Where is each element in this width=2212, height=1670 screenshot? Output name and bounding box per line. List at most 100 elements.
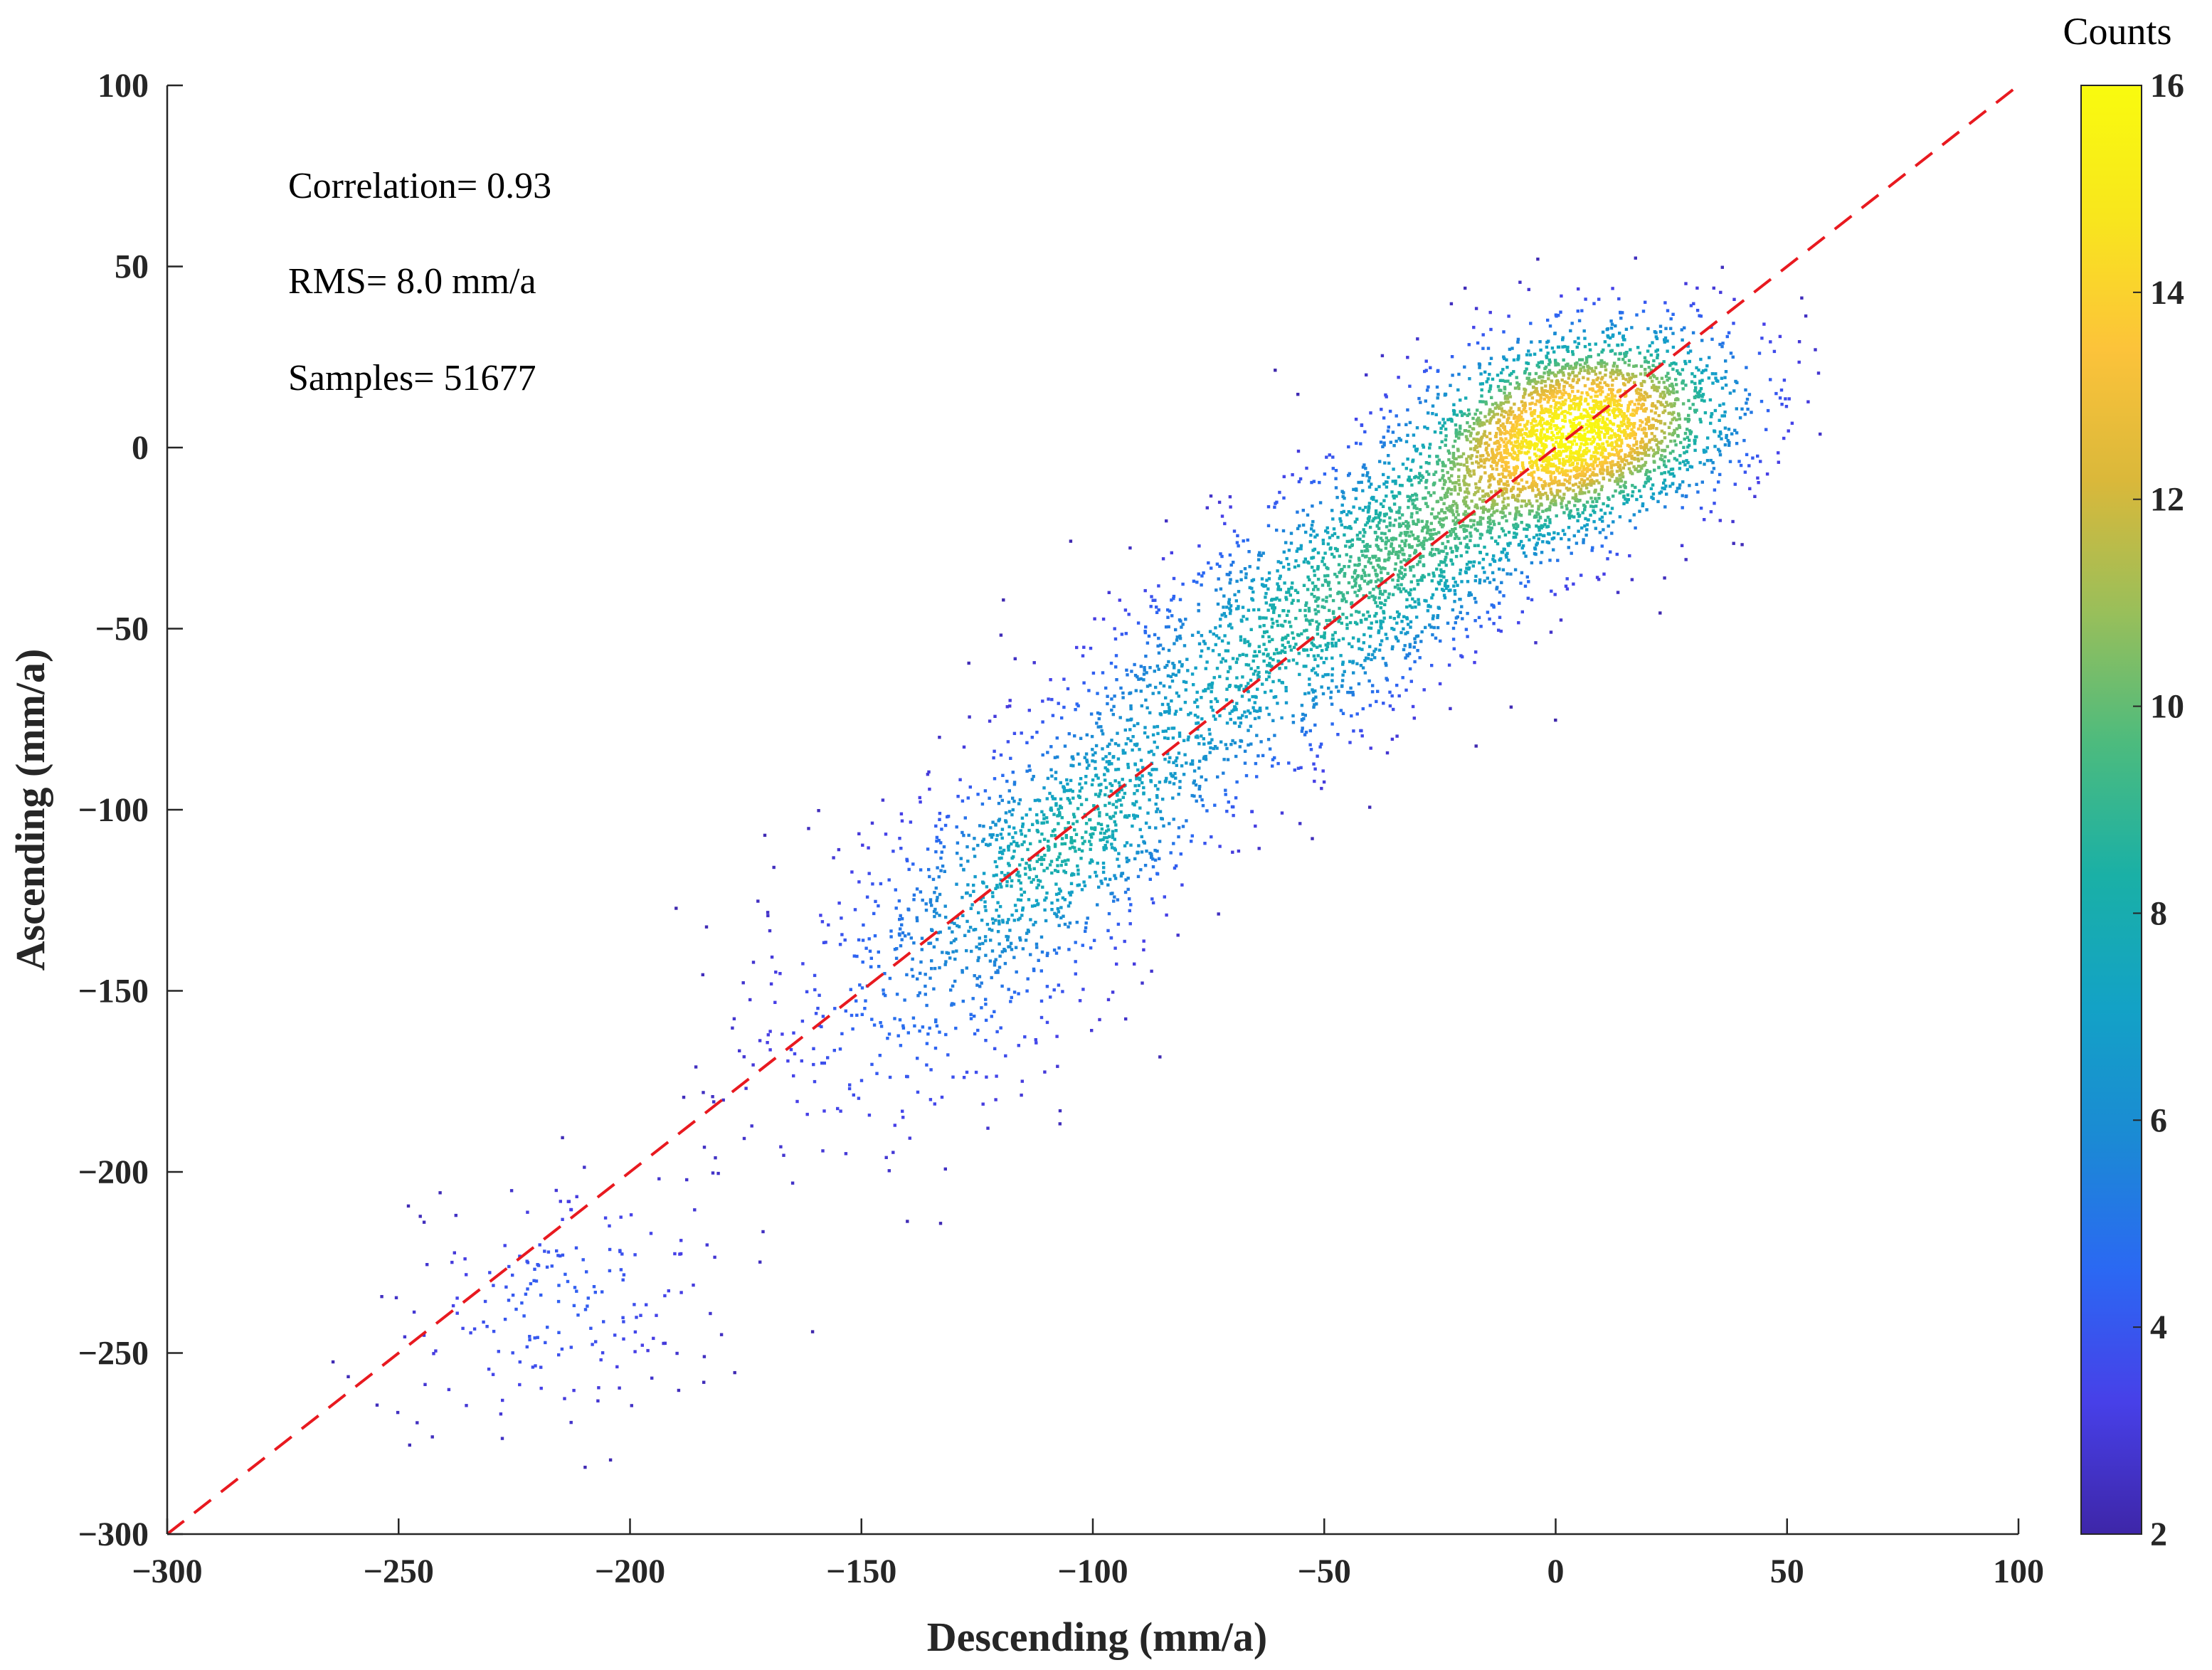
scatter-point	[1668, 485, 1672, 488]
scatter-point	[1416, 544, 1419, 547]
scatter-point	[1693, 442, 1697, 445]
scatter-point	[1174, 673, 1178, 677]
scatter-point	[766, 914, 770, 918]
scatter-point	[1408, 645, 1412, 649]
scatter-point	[1555, 490, 1559, 495]
scatter-point	[1639, 372, 1643, 376]
scatter-point	[1404, 656, 1407, 660]
scatter-point	[1367, 580, 1371, 584]
scatter-point	[1395, 414, 1398, 418]
scatter-point	[1455, 413, 1459, 417]
scatter-point	[1417, 519, 1420, 524]
scatter-point	[840, 916, 843, 920]
scatter-point	[978, 936, 981, 940]
scatter-point	[425, 1263, 429, 1267]
scatter-point	[1174, 759, 1178, 763]
scatter-point	[1431, 617, 1435, 620]
scatter-point	[1521, 544, 1525, 548]
scatter-point	[1350, 544, 1354, 547]
scatter-point	[1002, 948, 1006, 951]
scatter-point	[1454, 481, 1458, 485]
scatter-point	[1232, 529, 1237, 533]
scatter-point	[1654, 386, 1658, 390]
scatter-point	[1266, 505, 1271, 509]
scatter-point	[1526, 361, 1530, 366]
scatter-point	[1076, 704, 1080, 708]
scatter-point	[1713, 502, 1716, 505]
scatter-point	[962, 745, 966, 749]
scatter-point	[1030, 736, 1034, 739]
scatter-point	[1582, 365, 1585, 369]
scatter-point	[1358, 559, 1361, 562]
scatter-point	[1666, 371, 1670, 375]
scatter-point	[980, 1006, 983, 1010]
scatter-point	[1447, 663, 1451, 667]
scatter-point	[1201, 804, 1205, 808]
scatter-point	[1255, 654, 1259, 657]
scatter-point	[1145, 849, 1148, 853]
scatter-point	[1091, 753, 1095, 757]
scatter-point	[1073, 734, 1076, 738]
scatter-point	[857, 1096, 861, 1100]
scatter-point	[1487, 494, 1491, 497]
scatter-point	[1515, 506, 1519, 510]
scatter-point	[1228, 607, 1232, 611]
scatter-point	[1140, 835, 1143, 839]
scatter-point	[763, 833, 767, 837]
scatter-point	[1555, 315, 1558, 318]
scatter-point	[1587, 342, 1592, 347]
scatter-point	[1629, 470, 1632, 474]
scatter-point	[1573, 504, 1577, 507]
scatter-point	[1693, 396, 1697, 399]
scatter-point	[1283, 581, 1286, 585]
scatter-point	[1029, 918, 1032, 921]
scatter-point	[1436, 615, 1439, 620]
scatter-point	[1583, 361, 1587, 365]
scatter-point	[1556, 559, 1560, 562]
scatter-point	[980, 981, 983, 985]
scatter-point	[719, 1333, 724, 1336]
scatter-point	[1124, 632, 1128, 635]
scatter-point	[1360, 734, 1364, 738]
scatter-point	[1237, 724, 1242, 729]
scatter-point	[1235, 579, 1239, 583]
scatter-point	[1128, 778, 1132, 783]
scatter-point	[996, 930, 1000, 934]
scatter-point	[1259, 554, 1263, 557]
scatter-point	[1538, 340, 1542, 344]
scatter-point	[1110, 762, 1113, 766]
scatter-point	[1189, 762, 1192, 766]
scatter-point	[1491, 410, 1495, 413]
scatter-point	[1298, 672, 1301, 677]
scatter-point	[1336, 536, 1340, 539]
scatter-point	[1395, 510, 1399, 514]
scatter-point	[1451, 608, 1455, 612]
scatter-point	[1678, 461, 1682, 465]
scatter-point	[1280, 649, 1284, 652]
scatter-point	[1286, 640, 1290, 644]
scatter-point	[1102, 846, 1106, 850]
scatter-point	[1547, 377, 1550, 381]
scatter-point	[1012, 799, 1016, 803]
scatter-point	[1644, 368, 1647, 371]
scatter-point	[1408, 604, 1412, 608]
scatter-point	[1227, 598, 1232, 601]
scatter-point	[1769, 340, 1772, 344]
scatter-point	[1436, 500, 1440, 503]
scatter-point	[1156, 731, 1160, 736]
scatter-point	[1452, 412, 1456, 416]
scatter-point	[1548, 504, 1552, 509]
scatter-point	[973, 1032, 977, 1036]
scatter-point	[930, 959, 933, 963]
scatter-point	[1426, 609, 1430, 613]
scatter-point	[1056, 755, 1059, 759]
scatter-point	[1640, 466, 1644, 470]
scatter-point	[1644, 472, 1648, 477]
scatter-point	[952, 939, 956, 943]
scatter-point	[633, 1330, 637, 1334]
scatter-point	[926, 1032, 930, 1036]
scatter-point	[1202, 689, 1205, 693]
scatter-point	[721, 1098, 725, 1102]
scatter-point	[1173, 866, 1177, 870]
scatter-point	[1120, 788, 1123, 792]
